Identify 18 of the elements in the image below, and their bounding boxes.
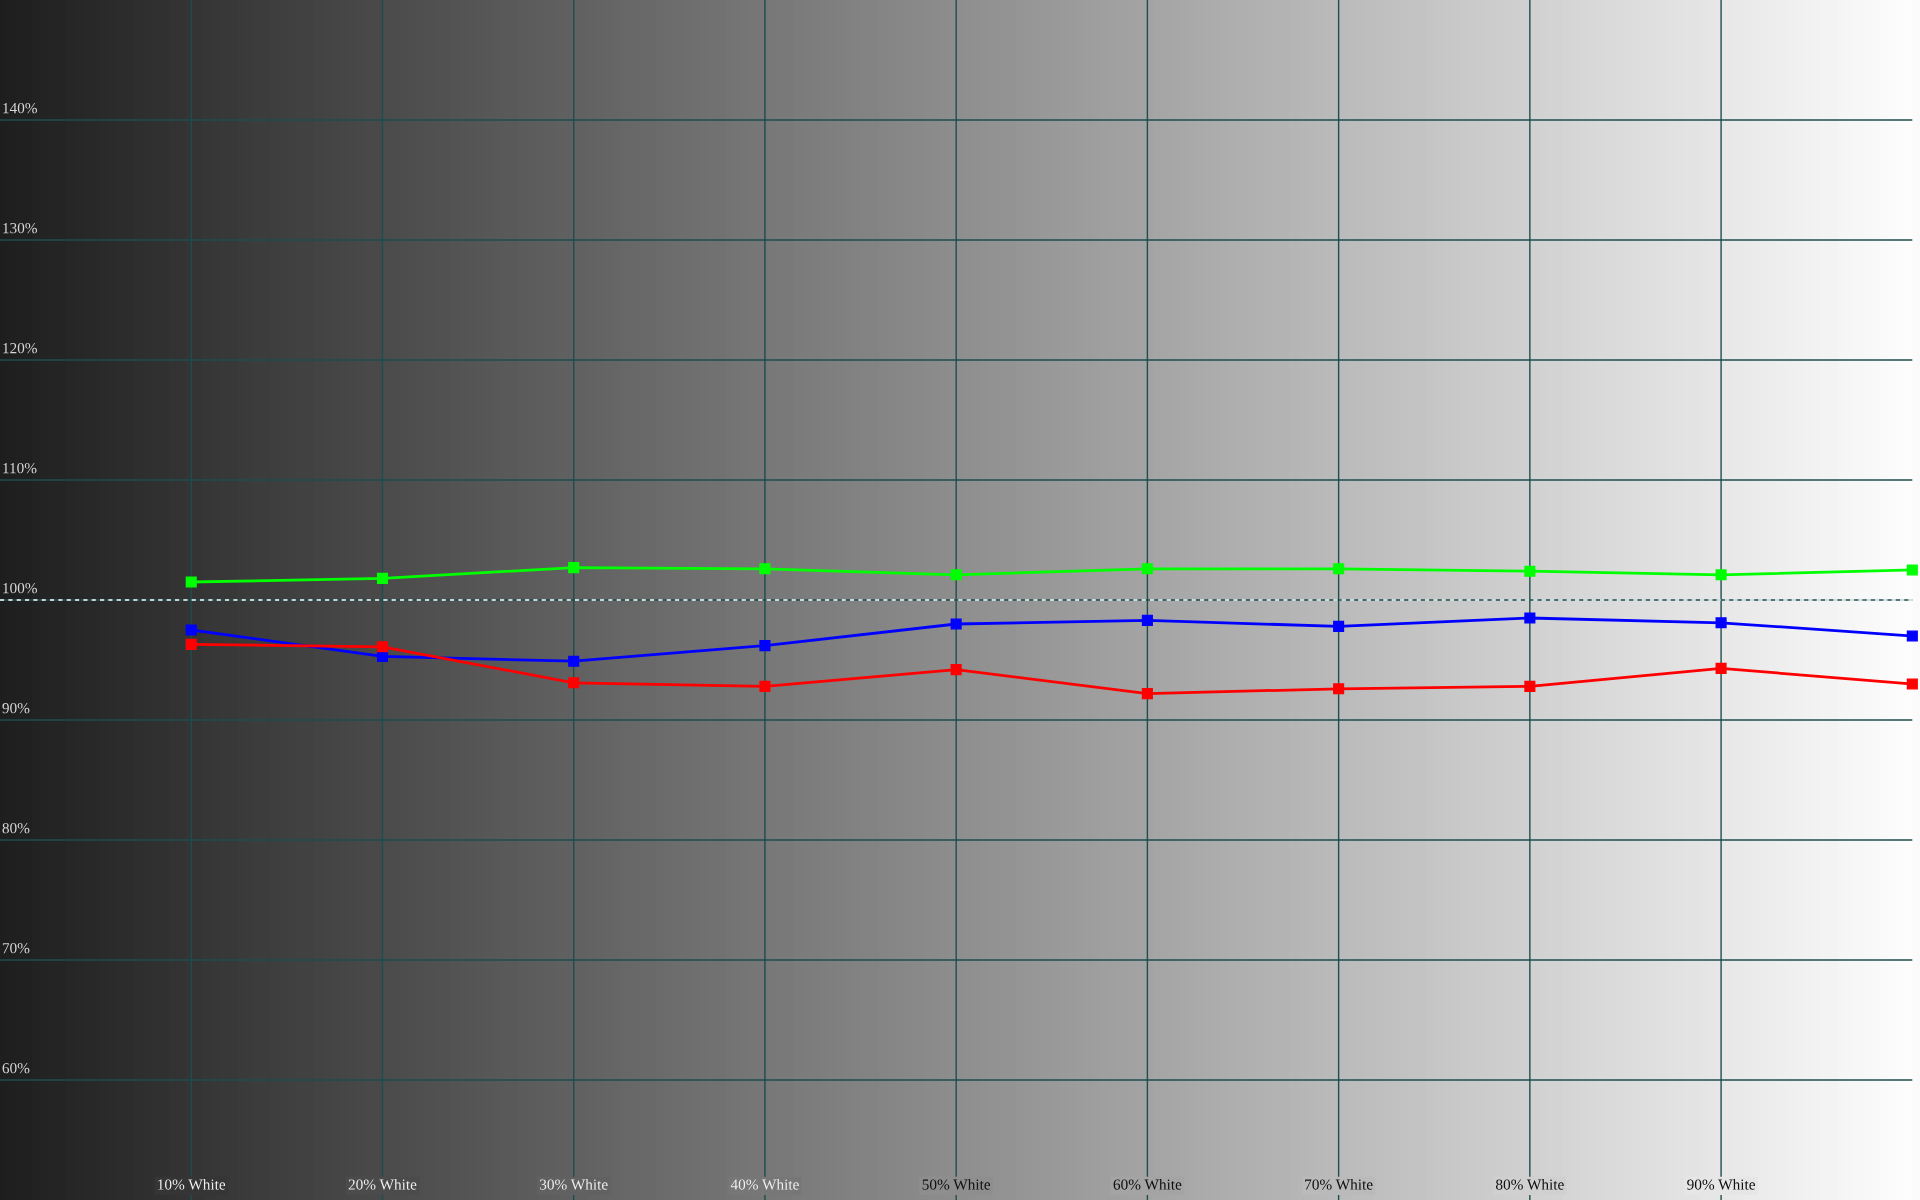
y-tick-label: 70% (2, 942, 30, 954)
y-tick-label: 60% (2, 1062, 30, 1074)
x-tick-label: 20% White (348, 1178, 417, 1190)
x-tick-label: 30% White (539, 1178, 608, 1190)
x-tick-label: 40% White (730, 1178, 799, 1190)
y-tick-label: 140% (3, 102, 38, 114)
x-tick-label: 50% White (922, 1178, 991, 1190)
y-tick-label: 90% (2, 702, 30, 714)
x-tick-label: 60% White (1113, 1178, 1182, 1190)
y-tick-label: 130% (3, 222, 38, 234)
x-tick-label: 80% White (1496, 1178, 1564, 1190)
y-tick-label: 100% (3, 582, 38, 594)
y-tick-label: 80% (2, 822, 30, 834)
y-tick-label: 120% (3, 342, 38, 354)
x-tick-label: 10% White (158, 1178, 226, 1190)
x-tick-label: 70% White (1305, 1178, 1373, 1190)
x-tick-label: 90% White (1687, 1178, 1755, 1190)
y-tick-label: 110% (3, 462, 37, 474)
